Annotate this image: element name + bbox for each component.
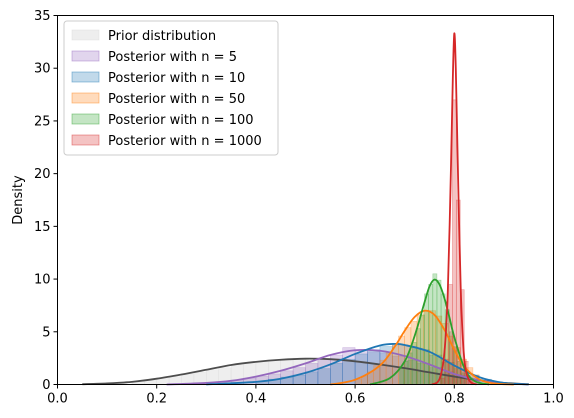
y-tick-label: 20 bbox=[34, 167, 51, 182]
plot-frame bbox=[57, 15, 554, 385]
legend: Prior distribution Posterior with n = 5 Po… bbox=[63, 20, 279, 156]
series-2-density-curve bbox=[206, 342, 529, 386]
y-tick-label: 35 bbox=[34, 9, 51, 24]
legend-label: Posterior with n = 10 bbox=[108, 71, 245, 86]
hist-bar bbox=[329, 363, 343, 385]
series-2-histogram bbox=[255, 345, 492, 385]
y-axis-ticks: 0 5 10 15 20 25 30 35 bbox=[34, 9, 58, 393]
legend-label: Posterior with n = 50 bbox=[108, 92, 245, 107]
hist-bar bbox=[399, 368, 405, 385]
legend-swatch bbox=[71, 50, 100, 62]
y-tick-label: 0 bbox=[42, 378, 50, 393]
hist-bar bbox=[317, 368, 331, 385]
y-axis-label: Density bbox=[11, 175, 26, 225]
series-3-density-curve bbox=[330, 309, 514, 386]
y-tick-label: 15 bbox=[34, 220, 51, 235]
y-tick-label: 30 bbox=[34, 62, 51, 77]
hist-bar bbox=[403, 361, 409, 385]
x-tick-label: 0.6 bbox=[345, 392, 366, 407]
x-tick-label: 0.2 bbox=[146, 392, 167, 407]
x-tick-label: 1.0 bbox=[543, 392, 564, 407]
series-4-density-curve bbox=[369, 278, 490, 386]
density-curves-layer bbox=[82, 32, 529, 386]
legend-box bbox=[63, 20, 279, 156]
y-tick-label: 5 bbox=[42, 325, 50, 340]
hist-bar bbox=[415, 328, 421, 385]
hist-bar bbox=[391, 344, 399, 385]
legend-swatch bbox=[71, 134, 100, 146]
legend-label: Posterior with n = 5 bbox=[108, 50, 237, 65]
x-tick-label: 0.8 bbox=[444, 392, 465, 407]
legend-swatch bbox=[71, 92, 100, 104]
legend-label: Posterior with n = 1000 bbox=[108, 134, 262, 149]
series-5-density-curve bbox=[431, 32, 478, 386]
legend-label: Posterior with n = 100 bbox=[108, 113, 254, 128]
x-tick-label: 0.0 bbox=[47, 392, 68, 407]
y-tick-label: 10 bbox=[34, 273, 51, 288]
hist-bar bbox=[305, 371, 319, 385]
y-tick-label: 25 bbox=[34, 114, 51, 129]
hist-bar bbox=[428, 284, 434, 385]
legend-swatch bbox=[71, 113, 100, 125]
hist-bar bbox=[440, 377, 445, 385]
series-0-density-curve bbox=[82, 357, 529, 386]
legend-swatch bbox=[71, 71, 100, 83]
hist-bar bbox=[411, 342, 417, 385]
x-axis-ticks: 0.0 0.2 0.4 0.6 0.8 1.0 bbox=[47, 384, 564, 407]
legend-label: Prior distribution bbox=[108, 29, 216, 44]
legend-swatch bbox=[71, 29, 100, 41]
x-tick-label: 0.4 bbox=[246, 392, 267, 407]
hist-bar bbox=[448, 284, 453, 385]
